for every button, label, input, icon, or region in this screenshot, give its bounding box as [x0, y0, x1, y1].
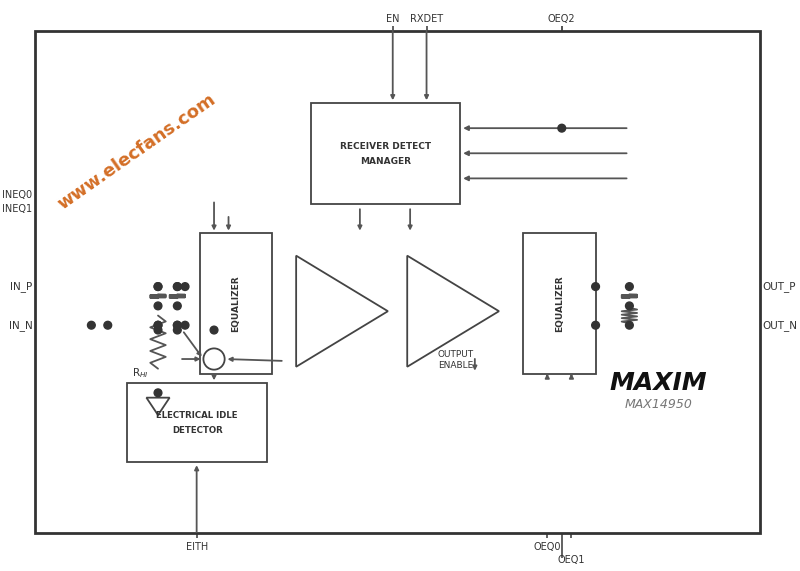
- Circle shape: [154, 321, 162, 329]
- Text: MAX14950: MAX14950: [625, 398, 692, 411]
- Circle shape: [592, 321, 599, 329]
- Circle shape: [154, 326, 162, 334]
- Text: OEQ1: OEQ1: [558, 555, 585, 565]
- Text: OEQ2: OEQ2: [548, 14, 575, 24]
- Polygon shape: [407, 256, 499, 367]
- Text: EITH: EITH: [186, 542, 208, 552]
- Circle shape: [174, 326, 181, 334]
- Circle shape: [87, 321, 95, 329]
- Text: EQUALIZER: EQUALIZER: [231, 275, 240, 332]
- Bar: [199, 234, 272, 373]
- Circle shape: [181, 321, 189, 329]
- Text: IN_N: IN_N: [9, 320, 33, 331]
- Polygon shape: [146, 397, 170, 415]
- Circle shape: [154, 321, 162, 329]
- Text: OUT_P: OUT_P: [762, 281, 796, 292]
- Text: MAXIM: MAXIM: [610, 371, 707, 395]
- Bar: [127, 383, 267, 463]
- Text: www.elecfans.com: www.elecfans.com: [54, 90, 219, 213]
- Circle shape: [210, 326, 218, 334]
- Text: EN: EN: [386, 14, 399, 24]
- Text: MANAGER: MANAGER: [360, 157, 411, 166]
- Circle shape: [626, 302, 634, 309]
- Circle shape: [104, 321, 112, 329]
- Text: RXDET: RXDET: [410, 14, 443, 24]
- Text: RECEIVER DETECT: RECEIVER DETECT: [340, 142, 431, 151]
- Text: OUT_N: OUT_N: [762, 320, 798, 331]
- Bar: [310, 103, 460, 204]
- Bar: [523, 234, 595, 373]
- Circle shape: [626, 321, 634, 329]
- Text: R$_{HI}$: R$_{HI}$: [132, 367, 149, 380]
- Circle shape: [174, 283, 181, 291]
- Circle shape: [174, 321, 181, 329]
- Text: OEQ0: OEQ0: [534, 542, 561, 552]
- Text: INEQ1: INEQ1: [2, 204, 33, 214]
- Circle shape: [626, 283, 634, 291]
- Circle shape: [174, 321, 181, 329]
- Circle shape: [154, 283, 162, 291]
- Circle shape: [174, 283, 181, 291]
- Circle shape: [154, 283, 162, 291]
- Circle shape: [558, 124, 566, 132]
- Circle shape: [592, 283, 599, 291]
- Text: EQUALIZER: EQUALIZER: [555, 275, 564, 332]
- Text: ENABLE: ENABLE: [438, 361, 473, 370]
- Text: IN_P: IN_P: [10, 281, 33, 292]
- Circle shape: [174, 302, 181, 309]
- Circle shape: [154, 389, 162, 397]
- Text: OUTPUT: OUTPUT: [438, 349, 474, 359]
- Polygon shape: [296, 256, 388, 367]
- Circle shape: [154, 302, 162, 309]
- Text: INEQ0: INEQ0: [2, 190, 33, 200]
- Circle shape: [181, 283, 189, 291]
- Text: DETECTOR: DETECTOR: [172, 426, 222, 435]
- Text: ELECTRICAL IDLE: ELECTRICAL IDLE: [156, 411, 238, 420]
